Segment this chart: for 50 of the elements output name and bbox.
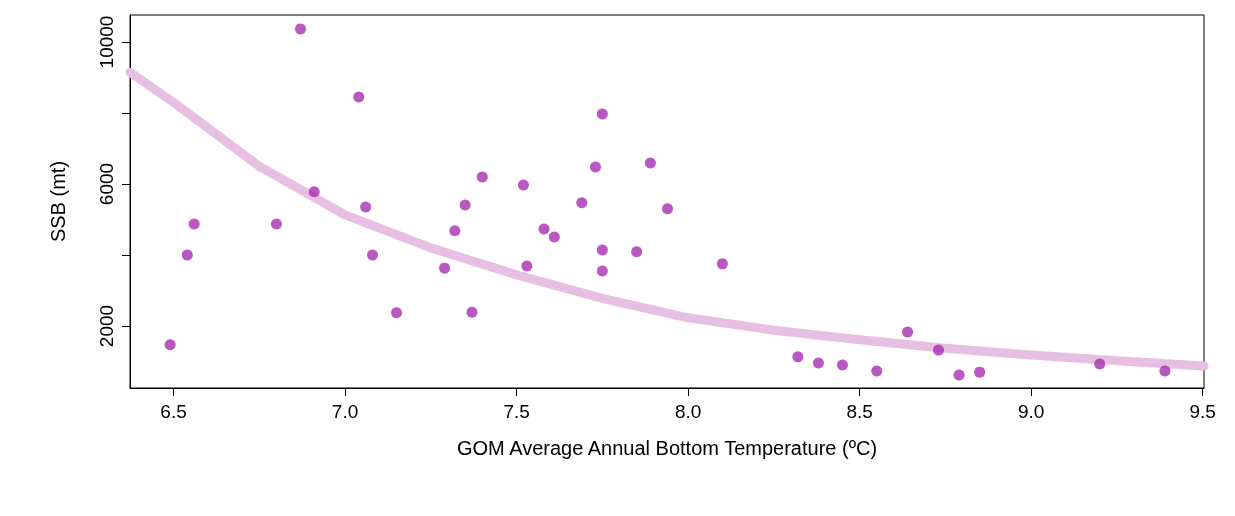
point bbox=[270, 218, 282, 230]
x-tick-label: 8.0 bbox=[674, 401, 702, 422]
point bbox=[871, 365, 883, 377]
x-tick-label: 8.5 bbox=[846, 401, 873, 422]
point bbox=[538, 223, 550, 235]
point bbox=[1094, 358, 1106, 370]
point bbox=[662, 203, 674, 215]
point bbox=[596, 265, 608, 277]
point bbox=[596, 244, 608, 256]
y-tick-label: 2000 bbox=[96, 304, 117, 348]
point bbox=[974, 366, 986, 378]
point bbox=[933, 344, 944, 356]
point bbox=[164, 339, 176, 351]
x-tick-label: 6.5 bbox=[160, 401, 187, 422]
point bbox=[367, 249, 379, 261]
x-axis-title: GOM Average Annual Bottom Temperature (ºC) bbox=[456, 437, 878, 459]
point bbox=[391, 307, 403, 319]
x-tick-label: 7.0 bbox=[331, 401, 359, 422]
point bbox=[631, 246, 643, 258]
x-tick-label: 9.0 bbox=[1017, 401, 1045, 422]
point bbox=[596, 108, 608, 120]
point bbox=[812, 357, 824, 369]
point bbox=[188, 218, 200, 230]
point bbox=[902, 326, 914, 338]
point bbox=[644, 157, 656, 169]
y-tick-label: 10000 bbox=[96, 15, 117, 69]
x-tick-label: 7.5 bbox=[503, 401, 530, 422]
point bbox=[459, 199, 471, 211]
point bbox=[353, 91, 365, 103]
point bbox=[792, 351, 804, 363]
point bbox=[589, 161, 601, 173]
point bbox=[439, 262, 451, 274]
point bbox=[517, 179, 529, 191]
point bbox=[308, 186, 320, 198]
y-axis-title: SSB (mt) bbox=[47, 160, 69, 243]
y-tick-label: 6000 bbox=[96, 162, 117, 206]
point bbox=[716, 258, 728, 270]
point bbox=[360, 201, 372, 213]
point bbox=[1159, 365, 1171, 377]
x-tick-label: 9.5 bbox=[1189, 401, 1216, 422]
point bbox=[836, 359, 848, 371]
point bbox=[953, 369, 965, 381]
point bbox=[548, 231, 560, 243]
point bbox=[449, 225, 461, 237]
point bbox=[466, 306, 478, 318]
point bbox=[294, 23, 306, 35]
point bbox=[521, 260, 533, 272]
point bbox=[476, 171, 488, 183]
point bbox=[576, 197, 588, 209]
point bbox=[181, 249, 193, 261]
